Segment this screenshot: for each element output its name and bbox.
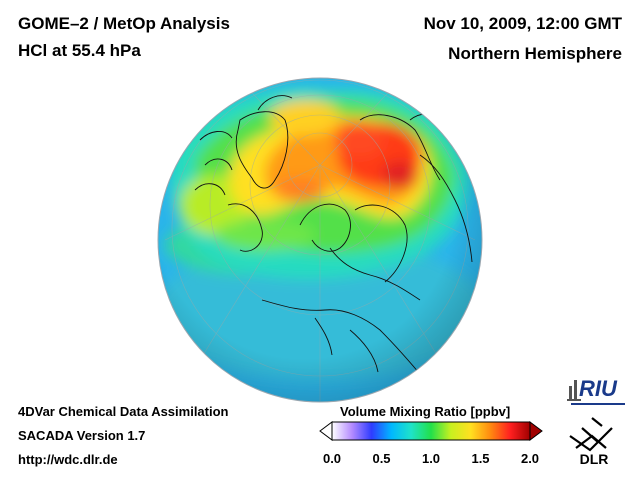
footer-method: 4DVar Chemical Data Assimilation: [18, 404, 229, 419]
riu-logo: RIU: [567, 376, 625, 405]
colorbar: [319, 421, 543, 441]
footer-url[interactable]: http://wdc.dlr.de: [18, 452, 118, 467]
colorbar-min-arrow: [319, 421, 333, 441]
colorbar-scale: [331, 421, 531, 441]
colorbar-max-arrow: [529, 421, 543, 441]
colorbar-tick-1: 0.5: [372, 451, 391, 466]
colorbar-tick-0: 0.0: [322, 451, 342, 466]
region-label: Northern Hemisphere: [448, 44, 622, 63]
dlr-logo-text: DLR: [580, 451, 609, 467]
colorbar-tick-4: 2.0: [520, 451, 540, 466]
globe-outline: [157, 77, 483, 403]
colorbar-tick-2: 1.0: [421, 451, 441, 466]
colorbar-title: Volume Mixing Ratio [ppbv]: [340, 404, 511, 419]
footer-version: SACADA Version 1.7: [18, 428, 146, 443]
map-subtitle-species: HCl at 55.4 hPa: [18, 41, 141, 60]
riu-logo-text: RIU: [579, 376, 618, 401]
dlr-logo: DLR: [569, 417, 613, 467]
colorbar-tick-3: 1.5: [471, 451, 490, 466]
map-title: GOME–2 / MetOp Analysis: [18, 14, 230, 33]
datetime-label: Nov 10, 2009, 12:00 GMT: [423, 14, 622, 33]
